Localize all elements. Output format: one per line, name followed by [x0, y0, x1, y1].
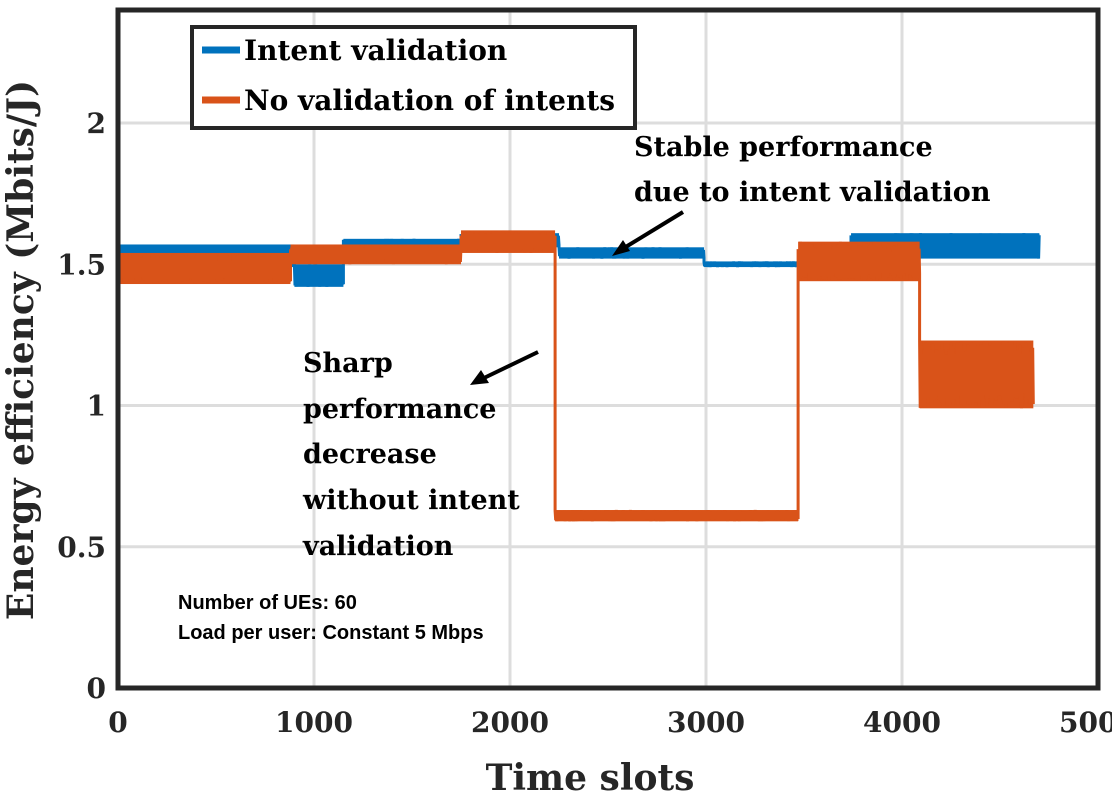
sharp-arrow	[483, 350, 539, 380]
sharp-annotation-line-1: Sharp	[303, 348, 393, 379]
series-no-validation	[116, 230, 1035, 522]
y-axis-label: Energy efficiency (Mbits/J)	[0, 80, 42, 620]
y-tick-label: 0	[87, 672, 106, 705]
legend-label-intent-validation: Intent validation	[244, 34, 507, 67]
legend-box	[190, 25, 637, 130]
series-line	[116, 233, 1041, 287]
x-axis-label: Time slots	[486, 757, 695, 799]
axes-frame	[115, 7, 1101, 691]
x-tick-label: 1000	[275, 706, 353, 739]
legend-label-no-validation: No validation of intents	[244, 84, 615, 117]
stable-annotation-line-2: due to intent validation	[634, 177, 991, 208]
sharp-annotation-line-5: validation	[302, 531, 454, 562]
y-tick-label: 0.5	[57, 531, 106, 564]
sharp-annotation-line-4: without intent	[302, 485, 520, 516]
stable-arrowhead	[612, 240, 630, 256]
info-load: Load per user: Constant 5 Mbps	[178, 622, 484, 644]
stable-arrow	[622, 210, 685, 250]
series-line	[116, 230, 1035, 522]
y-tick-label: 2	[87, 107, 106, 140]
y-tick-label: 1	[87, 390, 106, 423]
x-tick-label: 3000	[667, 706, 745, 739]
sharp-arrowhead	[470, 370, 489, 385]
x-tick-label: 2000	[471, 706, 549, 739]
y-tick-label: 1.5	[57, 248, 106, 281]
series-layer	[116, 230, 1041, 522]
stable-annotation-line-1: Stable performance	[634, 132, 933, 163]
info-ues: Number of UEs: 60	[178, 592, 357, 614]
sharp-annotation-line-2: performance	[303, 394, 496, 425]
x-tick-label: 4000	[863, 706, 941, 739]
x-tick-label: 0	[108, 706, 127, 739]
sharp-annotation-line-3: decrease	[303, 439, 437, 470]
legend: Intent validation No validation of inten…	[190, 25, 637, 130]
annotation-arrows	[470, 210, 685, 385]
